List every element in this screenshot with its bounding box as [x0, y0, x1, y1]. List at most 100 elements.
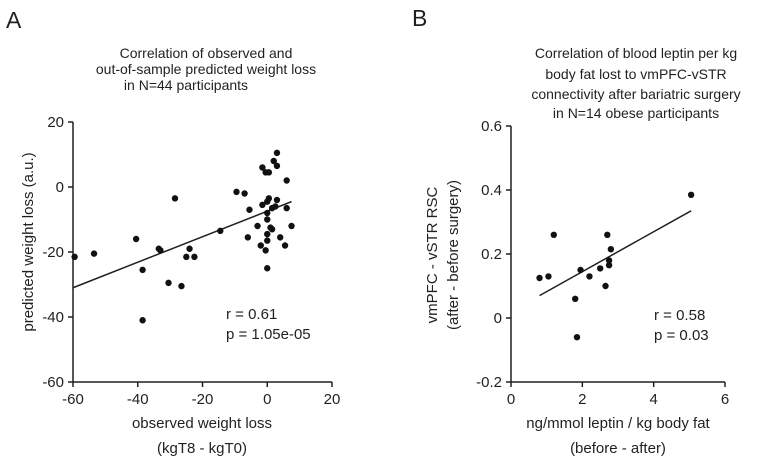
data-point: [265, 195, 273, 202]
panel-a-title: Correlation of observed and out-of-sampl…: [96, 45, 316, 93]
data-point: [288, 222, 295, 230]
data-point: [186, 245, 193, 252]
data-point: [577, 266, 584, 274]
data-point: [139, 317, 146, 324]
panel-a-title-line-2: out-of-sample predicted weight loss: [96, 61, 316, 77]
panel-b-title-line-3: connectivity after bariatric surgery: [531, 86, 740, 102]
panel-a-ylabel: predicted weight loss (a.u.): [20, 152, 37, 331]
panel-b-title: Correlation of blood leptin per kg body …: [531, 45, 740, 121]
data-point: [545, 273, 552, 280]
data-point: [273, 162, 281, 170]
data-point: [241, 190, 248, 197]
panel-b-title-line-1: Correlation of blood leptin per kg: [535, 45, 737, 61]
x-tick-label: -20: [192, 391, 214, 408]
x-tick-label: 0: [263, 391, 271, 408]
panel-b-xlabel-line-2: (before - after): [570, 440, 666, 457]
data-point: [277, 234, 284, 241]
panel-b: B Correlation of blood leptin per kg bod…: [412, 5, 741, 457]
data-point: [273, 196, 281, 204]
data-point: [270, 157, 277, 165]
panel-a-xlabel-line-1: observed weight loss: [132, 415, 272, 432]
data-point: [71, 253, 78, 261]
data-point: [273, 149, 281, 157]
panel-b-title-line-4: in N=14 obese participants: [553, 105, 719, 121]
data-point: [281, 242, 289, 249]
data-point: [132, 235, 140, 243]
data-point: [265, 169, 273, 176]
y-tick-label: 0.2: [481, 246, 502, 263]
data-point: [191, 253, 198, 261]
data-point: [233, 188, 240, 196]
data-point: [596, 265, 604, 272]
x-tick-label: 2: [578, 391, 586, 408]
data-point: [687, 191, 695, 198]
panel-b-points: [536, 191, 695, 341]
data-point: [264, 216, 271, 223]
regression-line: [72, 200, 292, 289]
data-point: [264, 265, 271, 272]
data-point: [602, 282, 609, 290]
data-point: [157, 247, 164, 254]
x-tick-label: 20: [324, 391, 341, 408]
data-point: [550, 231, 557, 238]
data-point: [572, 295, 579, 302]
data-point: [259, 201, 266, 209]
data-point: [254, 222, 261, 230]
data-point: [246, 206, 253, 213]
data-point: [262, 247, 269, 254]
y-tick-label: 20: [47, 114, 64, 131]
panel-a-title-line-1: Correlation of observed and: [120, 45, 293, 61]
data-point: [283, 204, 290, 212]
panel-b-xlabel-line-1: ng/mmol leptin / kg body fat: [526, 415, 710, 432]
data-point: [272, 203, 279, 210]
x-tick-label: 0: [507, 391, 515, 408]
y-tick-label: 0.6: [481, 118, 502, 135]
panel-a-axes: -60 -40 -20 0 20 -60 -40 -20 0 20: [42, 114, 340, 408]
data-point: [217, 227, 224, 235]
panel-b-axes: -0.2 0 0.2 0.4 0.6 0 2 4 6: [476, 118, 729, 408]
data-point: [586, 273, 593, 280]
panel-b-annotation-p: p = 0.03: [654, 327, 709, 344]
data-point: [573, 334, 581, 341]
data-point: [257, 242, 264, 249]
panel-a-points: [71, 149, 295, 324]
data-point: [264, 230, 271, 238]
data-point: [283, 177, 290, 184]
data-point: [244, 234, 252, 241]
panel-a-fit-line: [72, 200, 292, 289]
data-point: [268, 226, 276, 233]
data-point: [605, 262, 613, 269]
data-point: [607, 246, 615, 253]
data-point: [90, 250, 98, 257]
panel-b-title-line-2: body fat lost to vmPFC-vSTR: [545, 66, 726, 82]
x-tick-label: 6: [721, 391, 729, 408]
data-point: [171, 195, 179, 202]
data-point: [183, 253, 190, 261]
y-tick-label: 0: [494, 310, 502, 327]
panel-a-xlabel-line-2: (kgT8 - kgT0): [157, 440, 247, 457]
regression-line: [539, 210, 692, 297]
x-tick-label: -60: [62, 391, 84, 408]
x-tick-label: -40: [127, 391, 149, 408]
data-point: [605, 257, 613, 264]
panel-b-label: B: [412, 5, 427, 31]
panel-b-ylabel-line-1: vmPFC - vSTR RSC: [424, 187, 441, 324]
y-tick-label: 0: [56, 179, 64, 196]
panel-a: A Correlation of observed and out-of-sam…: [6, 7, 340, 457]
panel-b-annotation-r: r = 0.58: [654, 307, 705, 324]
data-point: [165, 279, 172, 287]
x-tick-label: 4: [649, 391, 657, 408]
y-tick-label: 0.4: [481, 182, 502, 199]
data-point: [264, 237, 271, 244]
panel-a-annotation-r: r = 0.61: [226, 306, 277, 323]
panel-a-label: A: [6, 7, 22, 33]
y-tick-label: -0.2: [476, 374, 502, 391]
y-tick-label: -40: [42, 309, 64, 326]
panel-b-ylabel-line-2: (after - before surgery): [445, 180, 462, 330]
data-point: [604, 231, 611, 238]
data-point: [139, 266, 146, 274]
panel-a-annotation-p: p = 1.05e-05: [226, 326, 311, 343]
data-point: [178, 282, 185, 290]
y-tick-label: -20: [42, 244, 64, 261]
